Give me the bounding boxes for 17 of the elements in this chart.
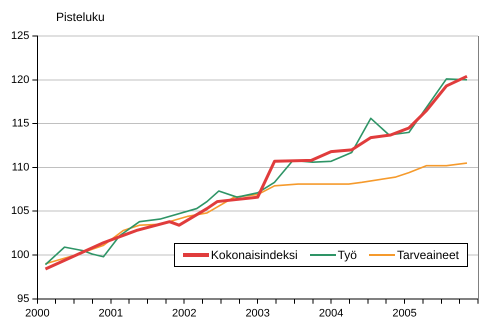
legend-label: Kokonaisindeksi <box>210 248 298 262</box>
x-tick-label: 2002 <box>172 307 196 320</box>
y-tick-label: 95 <box>17 292 30 305</box>
legend-label: Työ <box>338 248 357 262</box>
x-tick-label: 2003 <box>245 307 270 320</box>
y-tick-label: 120 <box>10 74 30 86</box>
x-tick-label: 2005 <box>392 307 417 320</box>
y-tick-label: 125 <box>10 30 30 42</box>
x-tick-label: 2001 <box>98 307 124 320</box>
x-tick-label: 2004 <box>318 307 344 320</box>
y-tick-label: 110 <box>12 161 30 174</box>
x-tick-label: 2000 <box>25 307 50 320</box>
y-tick-label: 100 <box>10 249 30 262</box>
y-tick-label: 105 <box>10 205 30 218</box>
y-axis-title: Pisteluku <box>56 10 105 24</box>
legend-label: Tarveaineet <box>396 248 459 262</box>
y-tick-label: 115 <box>12 118 30 130</box>
